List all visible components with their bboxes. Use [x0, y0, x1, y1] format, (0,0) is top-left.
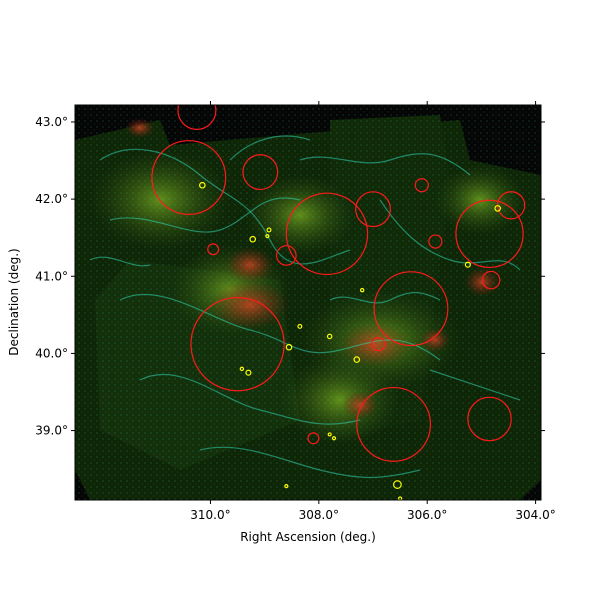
source-markers [151, 105, 526, 500]
source-circle-1-4 [494, 205, 501, 212]
source-circle-0-4 [355, 191, 391, 228]
source-circle-0-2 [242, 154, 279, 191]
source-circle-1-2 [266, 227, 272, 233]
source-circle-0-12 [467, 396, 512, 442]
source-circle-0-0 [177, 105, 217, 130]
x-tick-label-1: 308.0° [299, 508, 339, 522]
source-circle-0-5 [275, 245, 297, 266]
source-circle-1-10 [245, 369, 252, 376]
source-circle-1-11 [239, 366, 245, 372]
y-tick-label-1: 42.0° [35, 192, 68, 206]
x-tick-label-2: 306.0° [407, 508, 447, 522]
source-circle-0-13 [414, 178, 429, 193]
y-axis-title: Declination (deg.) [7, 248, 21, 355]
source-circle-1-6 [285, 343, 293, 351]
x-tick-label-0: 310.0° [190, 508, 230, 522]
source-circle-1-15 [331, 436, 337, 441]
source-circle-0-15 [428, 234, 443, 249]
source-circle-1-1 [249, 235, 257, 243]
plot-frame [74, 104, 542, 501]
source-circle-1-5 [464, 261, 471, 268]
source-circle-1-17 [284, 484, 289, 489]
source-circle-0-16 [207, 243, 220, 256]
y-tick-label-0: 43.0° [35, 115, 68, 129]
source-circle-1-14 [327, 432, 332, 437]
source-circle-0-1 [151, 140, 227, 215]
source-circle-0-10 [481, 270, 501, 290]
source-circle-0-11 [356, 386, 432, 462]
axis-ticks: 310.0° 308.0° 306.0° 304.0° 43.0° 42.0° 41.0° 4… [35, 101, 556, 522]
source-circle-1-13 [393, 480, 402, 489]
y-tick-label-2: 41.0° [35, 269, 68, 283]
source-circle-1-0 [199, 181, 206, 189]
source-circle-0-6 [190, 296, 285, 392]
source-circle-0-17 [307, 432, 320, 445]
x-tick-label-3: 304.0° [515, 508, 555, 522]
source-circle-0-7 [373, 271, 449, 347]
source-circle-1-12 [359, 287, 365, 293]
y-tick-label-3: 40.0° [35, 346, 68, 360]
y-tick-label-4: 39.0° [35, 424, 68, 438]
x-axis-title: Right Ascension (deg.) [240, 530, 376, 544]
source-circle-0-14 [371, 337, 386, 352]
source-circle-0-3 [285, 192, 369, 276]
source-circle-1-7 [297, 323, 303, 329]
source-circle-1-8 [326, 333, 333, 340]
source-circle-0-8 [455, 199, 524, 269]
source-circle-1-9 [353, 356, 361, 363]
source-circle-1-3 [265, 234, 270, 239]
